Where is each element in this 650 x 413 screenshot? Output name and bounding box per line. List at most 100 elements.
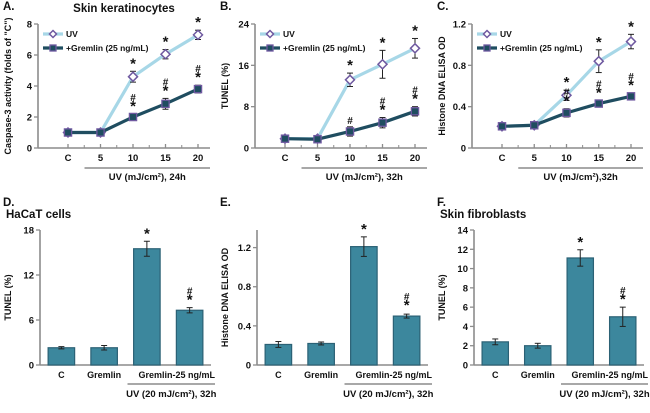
y-tick-label: 2 (463, 341, 468, 352)
y-axis-title: TUNEL (%) (437, 274, 447, 320)
y-tick-label: 4 (463, 322, 469, 333)
significance-hash: # (412, 86, 418, 97)
significance-asterisk: * (163, 82, 169, 99)
y-tick-label: 24 (238, 20, 249, 31)
significance-hash: # (163, 77, 169, 88)
diamond-marker (376, 58, 389, 70)
y-tick-label: 0.8 (238, 282, 251, 293)
bar (47, 347, 76, 366)
legend: UV +Gremlin (25 ng/mL) (260, 29, 366, 53)
bar (175, 309, 204, 366)
series--gremlin-25-ng-ml-: *# *# *# (63, 64, 203, 137)
significance-asterisk: * (361, 221, 367, 238)
legend: UV +Gremlin (25 ng/mL) (43, 29, 149, 53)
square-marker (497, 122, 507, 131)
y-tick-label: 12 (23, 271, 34, 282)
x-tick-label: Gremlin (304, 370, 338, 380)
diamond-marker (625, 36, 637, 48)
plot-area: 0 8 16 24 TUNEL (%) C 5 10 15 20 UV (mJ/cm²), 32h *… (220, 20, 427, 183)
significance-hash: # (130, 93, 136, 104)
square-marker (345, 127, 355, 136)
x-tick-label: C (282, 153, 289, 164)
significance-asterisk: * (596, 34, 602, 51)
bar (133, 248, 161, 366)
significance-hash: # (628, 72, 634, 83)
diamond-marker (593, 55, 605, 67)
square-marker (128, 112, 138, 122)
diamond-marker (192, 29, 204, 41)
legend-label: +Gremlin (25 ng/mL) (500, 43, 583, 53)
significance-asterisk: * (564, 93, 570, 110)
bar (481, 341, 510, 366)
x-axis-group-label: UV (mJ/cm²), 32h (326, 172, 403, 183)
y-axis-title: Histone DNA ELISA OD (437, 36, 447, 136)
significance-asterisk: * (195, 14, 201, 31)
diamond-marker (344, 74, 356, 86)
legend: UV +Gremlin (25 ng/mL) (477, 29, 583, 53)
significance-asterisk: * (163, 34, 169, 51)
x-tick-label: 5 (532, 153, 538, 164)
legend-label: UV (283, 29, 295, 39)
x-axis-group-label: UV (20 mJ/cm²), 32h (343, 389, 433, 400)
y-tick-label: 0 (463, 361, 468, 372)
square-marker (161, 99, 170, 109)
diamond-marker (560, 89, 573, 101)
significance-hash: # (620, 286, 626, 297)
x-tick-label: 10 (561, 153, 572, 164)
plot-area: 0 0.4 0.8 1.2 Histone DNA ELISA OD C 5 10 15 20 UV… (437, 18, 643, 183)
chart-caspase3-line: 0 2 4 6 8 Caspase-3 activity (folds of "C") C 5… (3, 14, 210, 183)
y-tick-label: 0 (246, 361, 251, 372)
panel-letter: D. (3, 197, 15, 209)
square-marker (410, 107, 420, 116)
bar (392, 315, 421, 366)
significance-asterisk: * (628, 18, 634, 35)
significance-asterisk: * (596, 84, 602, 101)
panel-d-hacat-bars: D. HaCaT cells 0 6 12 18 TUNEL (%) * * # C Gremli… (0, 196, 217, 413)
y-tick-label: 6 (29, 316, 34, 327)
significance-asterisk: * (577, 234, 583, 251)
square-marker (530, 121, 539, 130)
diamond-marker (127, 71, 139, 83)
square-marker (49, 44, 57, 52)
panel-b-tunel-line: B. 0 8 16 24 TUNEL (%) C 5 10 15 20 UV (mJ/cm²), 3… (217, 0, 434, 196)
bar (307, 342, 335, 366)
square-marker (193, 84, 203, 94)
x-tick-label: 20 (626, 153, 637, 164)
y-tick-label: 0.4 (453, 102, 467, 113)
significance-hash: # (187, 286, 193, 297)
y-tick-label: 2 (27, 113, 32, 124)
panel-letter: A. (3, 1, 15, 13)
y-tick-label: 6 (463, 303, 468, 314)
x-tick-label: 15 (377, 153, 388, 164)
square-marker (266, 44, 274, 52)
y-axis-title: Caspase-3 activity (folds of "C") (3, 17, 13, 154)
legend-label: +Gremlin (25 ng/mL) (66, 43, 149, 53)
panel-letter: B. (220, 1, 232, 13)
diamond-marker (482, 29, 492, 39)
y-tick-label: 16 (238, 61, 249, 72)
x-tick-label: C (275, 370, 282, 380)
y-tick-label: 0 (244, 144, 249, 155)
significance-asterisk: * (187, 291, 193, 308)
y-tick-label: 18 (23, 226, 34, 237)
x-tick-label: 10 (128, 153, 139, 164)
panel-title: Skin keratinocytes (73, 3, 175, 15)
y-tick-label: 8 (244, 102, 249, 113)
y-tick-label: 10 (457, 264, 468, 275)
panel-title: HaCaT cells (6, 209, 72, 221)
x-tick-label: Gremlin (521, 370, 555, 380)
x-tick-label: 5 (98, 153, 104, 164)
y-axis-title: TUNEL (%) (220, 63, 230, 109)
x-tick-label: 15 (593, 153, 604, 164)
significance-hash: # (195, 64, 201, 75)
significance-asterisk: * (412, 22, 418, 39)
y-tick-label: 1.2 (238, 243, 251, 254)
significance-asterisk: * (380, 34, 386, 51)
y-tick-label: 0 (27, 144, 32, 155)
significance-asterisk: * (195, 69, 201, 86)
square-marker (562, 108, 571, 118)
